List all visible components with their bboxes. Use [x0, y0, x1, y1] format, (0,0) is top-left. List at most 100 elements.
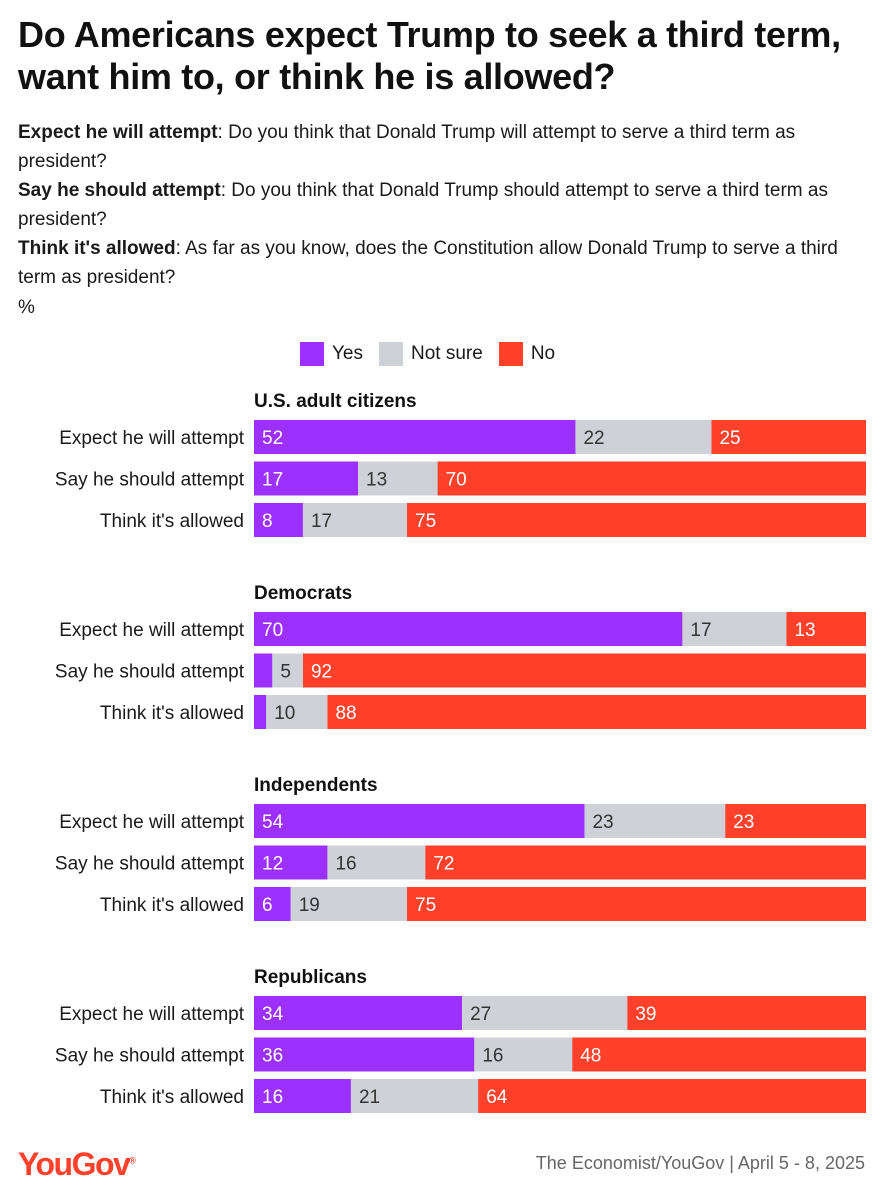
yougov-logo: YouGov®: [18, 1146, 136, 1183]
trademark: ®: [129, 1155, 136, 1166]
definition-term: Think it's allowed: [18, 238, 176, 259]
source-note: The Economist/YouGov | April 5 - 8, 2025: [535, 1153, 865, 1173]
chart-title: Do Americans expect Trump to seek a thir…: [18, 14, 841, 97]
data-label: 75: [415, 895, 436, 916]
data-label: 36: [262, 1046, 283, 1067]
data-label: 17: [311, 511, 332, 532]
data-label: 88: [335, 703, 356, 724]
bar-segment: [327, 845, 426, 880]
data-label: 54: [262, 812, 284, 833]
bar-segment: [572, 1037, 866, 1072]
bar-segment: [437, 461, 866, 496]
group-title: Independents: [254, 775, 378, 796]
row-label: Think it's allowed: [100, 703, 244, 724]
data-label: 12: [262, 854, 283, 875]
bar-segment: [584, 804, 726, 838]
data-label: 22: [583, 428, 604, 449]
bar-segment: [358, 461, 438, 496]
data-label: 19: [299, 895, 320, 916]
legend-label-no: No: [530, 343, 556, 364]
data-label: 70: [262, 620, 283, 641]
bar-segment: [407, 503, 866, 537]
bar-segment: [290, 887, 407, 921]
legend-swatch-yes: [300, 342, 324, 366]
bar-segment: [254, 612, 683, 646]
logo-text: YouGov: [18, 1146, 131, 1182]
definition-text: : Do you think that Donald Trump should …: [18, 180, 828, 230]
data-label: 70: [446, 470, 467, 491]
bar-segment: [350, 1079, 479, 1113]
row-label: Say he should attempt: [55, 470, 245, 491]
data-label: 5: [280, 662, 291, 683]
legend-item-yes: Yes: [300, 342, 363, 366]
row-label: Expect he will attempt: [59, 620, 245, 641]
row-label: Say he should attempt: [55, 1046, 245, 1067]
bar-segment: [407, 887, 866, 921]
bar-segment: [254, 503, 303, 537]
data-label: 10: [274, 703, 295, 724]
bar-segment: [254, 653, 273, 688]
definition-term: Say he should attempt: [18, 180, 221, 201]
bar-segment: [725, 804, 866, 838]
bar-segment: [327, 695, 866, 729]
bar-segment: [711, 420, 866, 454]
bar-segment: [266, 695, 328, 729]
data-label: 21: [359, 1087, 380, 1108]
row-label: Think it's allowed: [100, 1087, 244, 1108]
data-label: 17: [690, 620, 711, 641]
data-label: 72: [433, 854, 454, 875]
bar-segment: [627, 996, 866, 1030]
data-label: 52: [262, 428, 283, 449]
data-label: 8: [262, 511, 273, 532]
bar-segment: [425, 845, 866, 880]
data-label: 34: [262, 1004, 284, 1025]
data-label: 16: [482, 1046, 503, 1067]
data-label: 23: [592, 812, 613, 833]
bar-segment: [682, 612, 787, 646]
row-label: Say he should attempt: [55, 854, 245, 875]
definition-expect: Expect he will attempt: Do you think tha…: [18, 118, 868, 176]
definitions: Expect he will attempt: Do you think tha…: [18, 118, 868, 292]
row-label: Expect he will attempt: [59, 812, 245, 833]
bar-segment: [254, 1037, 475, 1072]
row-label: Expect he will attempt: [59, 1004, 245, 1025]
data-label: 75: [415, 511, 436, 532]
bar-segment: [254, 887, 291, 921]
legend: Yes Not sure No: [300, 342, 571, 366]
definition-should: Say he should attempt: Do you think that…: [18, 176, 868, 234]
data-label: 39: [635, 1004, 656, 1025]
definition-term: Expect he will attempt: [18, 122, 218, 143]
data-label: 6: [262, 895, 273, 916]
unit-label: %: [18, 297, 35, 318]
definition-allowed: Think it's allowed: As far as you know, …: [18, 234, 868, 292]
bar-segment: [302, 653, 867, 688]
bar-segment: [786, 612, 866, 646]
data-label: 25: [719, 428, 740, 449]
group-title: Democrats: [254, 583, 352, 604]
legend-swatch-not-sure: [379, 342, 403, 366]
legend-label-not-sure: Not sure: [411, 343, 483, 364]
bar-segment: [254, 845, 328, 880]
row-label: Expect he will attempt: [59, 428, 245, 449]
bar-segment: [254, 996, 463, 1030]
bar-segment: [254, 420, 576, 454]
row-label: Think it's allowed: [100, 511, 244, 532]
data-label: 17: [262, 470, 283, 491]
definition-text: : Do you think that Donald Trump will at…: [18, 122, 796, 172]
data-label: 13: [794, 620, 815, 641]
legend-item-no: No: [498, 342, 556, 366]
legend-swatch-no: [498, 342, 523, 366]
definition-text: : As far as you know, does the Constitut…: [18, 238, 838, 288]
bar-segment: [478, 1079, 866, 1113]
bar-segment: [254, 804, 585, 838]
data-label: 48: [580, 1046, 601, 1067]
bar-segment: [302, 503, 407, 537]
legend-item-not-sure: Not sure: [379, 342, 483, 366]
bar-segment: [575, 420, 712, 454]
data-label: 27: [470, 1004, 491, 1025]
data-label: 16: [262, 1087, 283, 1108]
row-label: Think it's allowed: [100, 895, 244, 916]
data-label: 23: [733, 812, 754, 833]
group-title: Republicans: [254, 967, 367, 988]
bar-segment: [272, 653, 303, 688]
